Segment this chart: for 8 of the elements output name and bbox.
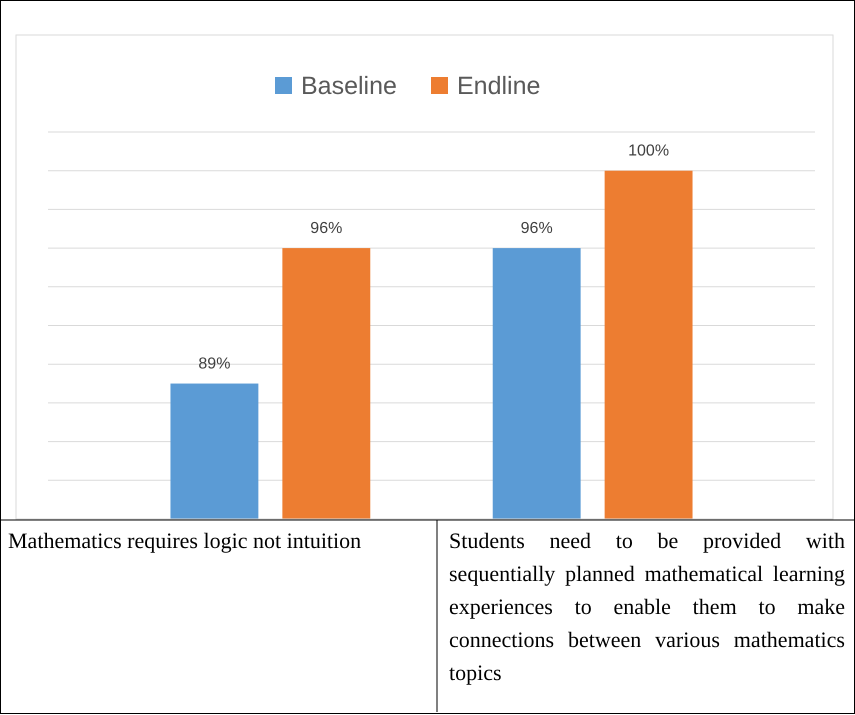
data-label: 100% [628, 142, 670, 160]
data-label: 96% [520, 220, 553, 238]
data-label: 96% [310, 220, 342, 238]
legend-label: Endline [457, 72, 540, 100]
x-tick-label: Students need to be provided with sequentially planned mathematical learning experiences to enable them to make connections between various mathematics topics [449, 527, 845, 687]
x-tick-label: Mathematics requires logic not intuition [8, 527, 362, 555]
data-label: 89% [198, 356, 230, 373]
legend-label: Baseline [301, 72, 397, 100]
